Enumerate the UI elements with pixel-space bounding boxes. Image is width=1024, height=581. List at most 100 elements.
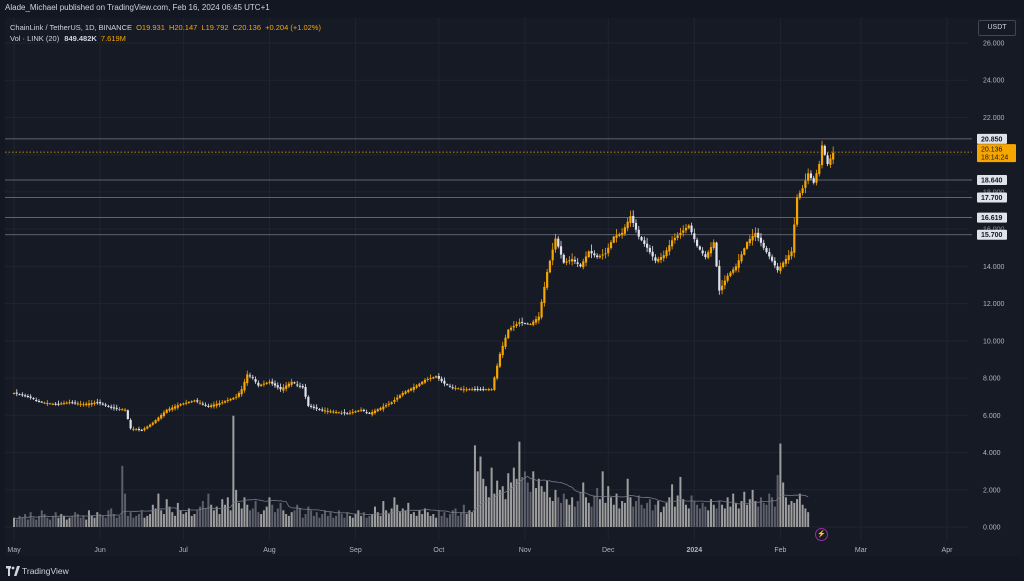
volume-bar [548, 497, 551, 527]
countdown-label: 18:14:24 [981, 155, 1008, 162]
volume-bar [598, 499, 601, 527]
volume-bar [46, 517, 49, 527]
lightning-icon[interactable]: ⚡ [815, 528, 828, 541]
candle-body [629, 216, 632, 223]
volume-bar [57, 517, 60, 527]
volume-bar [712, 504, 715, 527]
candle-body [601, 254, 604, 256]
volume-bar [379, 515, 382, 527]
candle-body [160, 414, 163, 419]
candle-body [618, 234, 621, 236]
y-tick-label: 24.000 [983, 78, 1005, 85]
candle-body [96, 402, 99, 404]
candle-body [523, 323, 527, 325]
candle-body [584, 256, 588, 263]
volume-bar [560, 502, 563, 527]
volume-bar [607, 486, 610, 527]
candle-body [693, 233, 696, 240]
candle-body [582, 261, 585, 268]
volume-bar [465, 514, 468, 527]
volume-bar [140, 510, 143, 527]
candle-body [548, 260, 552, 273]
x-tick-label: Sep [349, 547, 362, 554]
candle-body [757, 232, 760, 238]
volume-bar [726, 497, 729, 527]
candle-body [440, 378, 443, 382]
candle-body [379, 407, 382, 410]
volume-bar [426, 512, 429, 527]
volume-bar [37, 515, 40, 527]
candle-body [487, 389, 490, 391]
volume-bar [79, 517, 82, 527]
candle-body [726, 275, 729, 281]
candle-body [521, 321, 524, 323]
candle-body [304, 387, 307, 397]
volume-bar [21, 517, 24, 527]
volume-bar [179, 510, 182, 527]
volume-bar [535, 488, 538, 527]
candle-body [57, 403, 60, 405]
volume-bar [201, 501, 204, 527]
candle-body [762, 242, 765, 248]
volume-bar [196, 510, 199, 527]
volume-bar [632, 506, 635, 527]
candle-body [73, 402, 77, 404]
candle-body [79, 403, 82, 405]
volume-bar [615, 493, 618, 527]
volume-bar [421, 514, 424, 527]
volume-bar [293, 510, 296, 527]
candle-body [193, 400, 196, 402]
volume-bar [432, 514, 435, 527]
volume-bar [435, 517, 438, 527]
volume-bar [529, 491, 532, 527]
volume-bar [249, 510, 252, 527]
volume-bar [796, 499, 799, 527]
candle-body [568, 260, 571, 262]
volume-bar [376, 512, 379, 527]
volume-bar [762, 502, 765, 527]
candle-body [37, 400, 41, 402]
level-label-box [977, 192, 1007, 203]
candle-body [251, 377, 254, 379]
candle-body [390, 402, 393, 405]
candle-body [451, 387, 454, 389]
candle-body [176, 405, 179, 408]
candle-body [784, 258, 788, 264]
candle-body [60, 403, 63, 405]
volume-bar [329, 512, 332, 527]
x-tick-label: Mar [855, 547, 868, 554]
volume-bar [418, 510, 421, 527]
volume-ma-line [13, 475, 809, 520]
candle-body [182, 403, 185, 405]
candle-body [459, 388, 463, 390]
candle-body [773, 260, 776, 266]
currency-button[interactable]: USDT [978, 20, 1016, 36]
volume-bar [585, 497, 588, 527]
candle-body [734, 266, 738, 271]
candle-body [457, 388, 460, 390]
candle-body [670, 240, 674, 247]
candle-body [687, 225, 690, 229]
candle-body [571, 258, 574, 262]
candle-body [651, 251, 654, 257]
y-tick-label: 2.000 [983, 487, 1001, 494]
candle-body [384, 405, 388, 407]
last-price-box [977, 144, 1016, 163]
volume-bar [654, 504, 657, 527]
candle-body [26, 395, 29, 397]
candle-body [682, 230, 685, 233]
volume-bar [696, 504, 699, 527]
volume-bar [651, 510, 654, 527]
candle-body [315, 407, 318, 409]
candle-body [373, 410, 377, 414]
candle-body [415, 385, 418, 388]
candle-body [301, 385, 304, 388]
candle-body [115, 407, 118, 409]
candle-body [346, 413, 349, 415]
chart-frame[interactable] [5, 18, 1021, 556]
volume-bar [65, 519, 68, 527]
volume-bar [779, 443, 782, 527]
volume-bar [121, 465, 124, 527]
volume-bar [621, 501, 624, 527]
